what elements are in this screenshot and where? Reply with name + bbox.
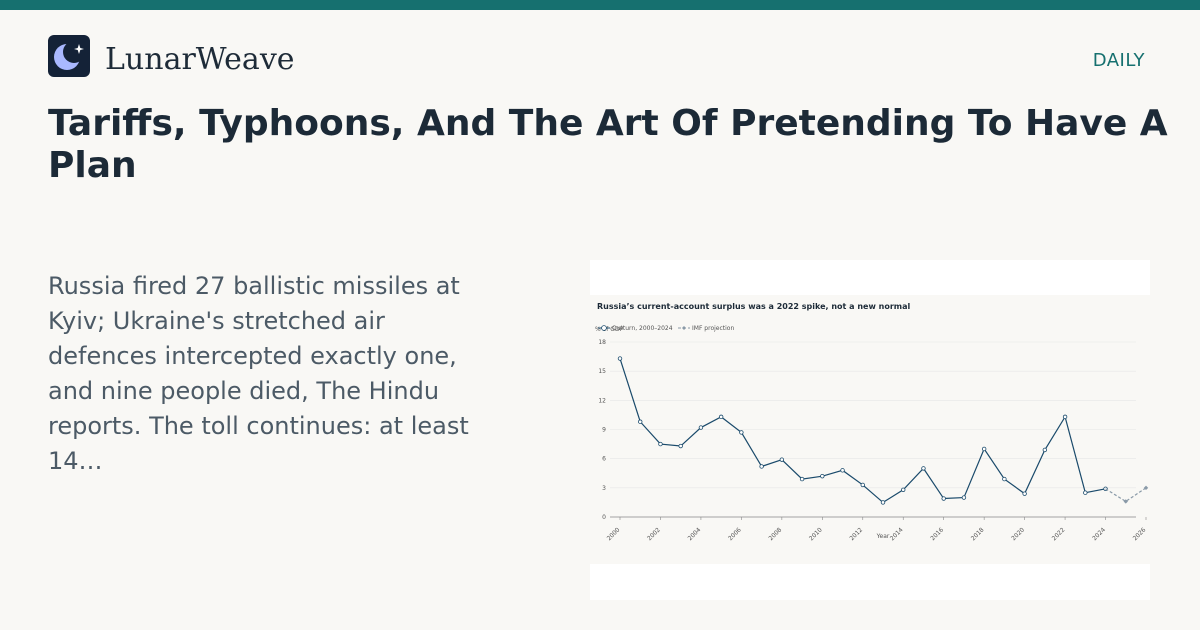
x-tick-label: 2004 [687, 526, 703, 542]
data-point [1042, 447, 1048, 453]
data-point [779, 457, 785, 462]
data-point [1022, 491, 1027, 496]
x-tick-label: 2018 [970, 526, 986, 542]
legend-projection-marker [682, 326, 686, 330]
data-point [1083, 490, 1088, 495]
x-tick-label: 2020 [1010, 526, 1026, 542]
chart-title: Russia’s current-account surplus was a 2… [597, 302, 911, 311]
data-point [678, 443, 683, 449]
x-tick-label: 2022 [1051, 526, 1067, 542]
article-headline[interactable]: Tariffs, Typhoons, And The Art Of Preten… [48, 103, 1168, 186]
data-point [658, 441, 663, 447]
chart-area: Russia’s current-account surplus was a 2… [590, 295, 1150, 564]
data-point [759, 464, 764, 469]
brand-name[interactable]: LunarWeave [105, 42, 295, 77]
x-tick-label: 2026 [1132, 526, 1148, 542]
data-point [941, 496, 946, 501]
series-line [619, 358, 1106, 504]
data-point [880, 500, 886, 505]
x-tick-label: 2000 [606, 526, 622, 542]
x-tick-label: 2008 [768, 526, 784, 542]
y-axis-label: % of GDP [595, 326, 624, 333]
x-axis-label: Year [876, 533, 890, 540]
legend-outturn-label: Outturn, 2000–2024 [612, 325, 673, 332]
data-point [901, 487, 906, 492]
data-point [718, 414, 724, 420]
legend-projection-label: IMF projection [692, 325, 734, 332]
y-tick-label: 0 [602, 514, 606, 521]
x-tick-label: 2024 [1091, 526, 1107, 542]
y-tick-label: 6 [602, 456, 606, 463]
line-chart: Russia’s current-account surplus was a 2… [595, 302, 1149, 542]
x-tick-label: 2006 [727, 526, 743, 542]
section-label[interactable]: DAILY [1092, 50, 1145, 71]
y-tick-label: 3 [602, 485, 606, 492]
data-point [921, 466, 926, 471]
y-tick-label: 12 [598, 397, 606, 404]
legend-outturn-marker [601, 325, 607, 331]
article-summary: Russia fired 27 ballistic missiles at Ky… [48, 272, 469, 475]
y-tick-label: 15 [598, 368, 606, 375]
projection-point [1123, 499, 1128, 504]
top-accent-bar [0, 0, 1200, 10]
series-line [1105, 487, 1147, 503]
projection-point [1143, 485, 1149, 491]
data-point [860, 482, 865, 488]
data-point [739, 430, 744, 435]
y-tick-label: 9 [602, 427, 606, 434]
chart-card: Russia’s current-account surplus was a 2… [590, 260, 1150, 600]
x-tick-label: 2010 [808, 526, 824, 542]
data-point [840, 468, 845, 473]
data-point [961, 495, 967, 500]
x-tick-label: 2012 [848, 526, 864, 542]
data-point [820, 473, 825, 479]
data-point [617, 356, 623, 361]
crescent-moon-logo-icon[interactable] [48, 35, 90, 77]
data-point [1002, 476, 1007, 482]
x-tick-label: 2014 [889, 526, 905, 542]
data-point [1062, 414, 1068, 420]
data-point [638, 419, 643, 424]
y-tick-label: 18 [598, 339, 606, 346]
data-point [799, 476, 805, 482]
x-tick-label: 2016 [929, 526, 945, 542]
data-point [981, 446, 987, 452]
data-point [698, 425, 704, 430]
x-tick-label: 2002 [646, 526, 662, 542]
